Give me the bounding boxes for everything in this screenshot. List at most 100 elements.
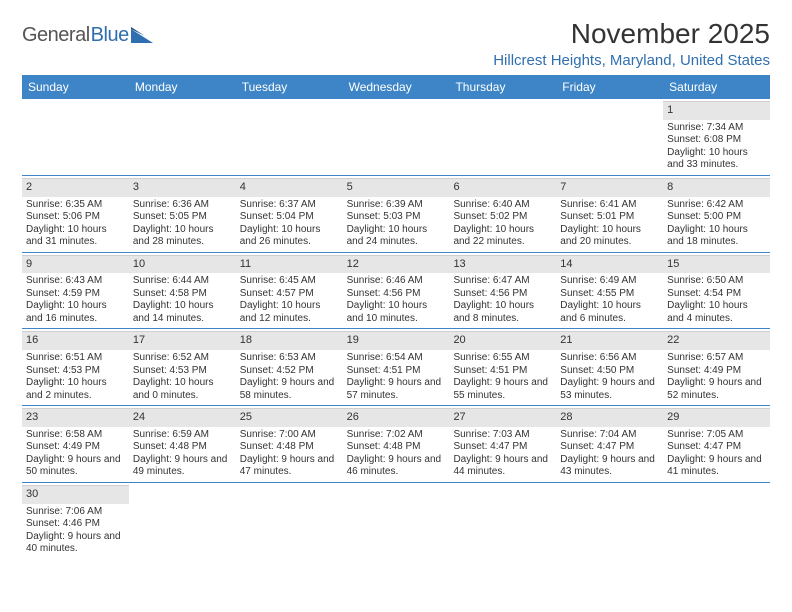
sunrise-text: Sunrise: 6:45 AM [240,275,339,288]
day-number: 18 [236,331,343,350]
day-number: 4 [236,178,343,197]
dow-saturday: Saturday [663,75,770,99]
day-info: Sunrise: 7:04 AMSunset: 4:47 PMDaylight:… [560,429,659,479]
calendar-grid: Sunday Monday Tuesday Wednesday Thursday… [22,75,770,559]
day-info: Sunrise: 6:45 AMSunset: 4:57 PMDaylight:… [240,275,339,325]
sunset-text: Sunset: 4:57 PM [240,288,339,301]
calendar-cell: 29 Sunrise: 7:05 AMSunset: 4:47 PMDayligh… [663,406,770,482]
sunrise-text: Sunrise: 6:49 AM [560,275,659,288]
calendar-cell-empty [236,483,343,559]
daylight-text: Daylight: 9 hours and 44 minutes. [453,454,552,479]
daylight-text: Daylight: 10 hours and 10 minutes. [347,300,446,325]
sunset-text: Sunset: 4:49 PM [667,365,766,378]
day-info: Sunrise: 7:02 AMSunset: 4:48 PMDaylight:… [347,429,446,479]
daylight-text: Daylight: 10 hours and 33 minutes. [667,147,766,172]
daylight-text: Daylight: 9 hours and 53 minutes. [560,377,659,402]
sunset-text: Sunset: 4:51 PM [347,365,446,378]
dow-sunday: Sunday [22,75,129,99]
sunset-text: Sunset: 5:00 PM [667,211,766,224]
sunrise-text: Sunrise: 6:53 AM [240,352,339,365]
sunrise-text: Sunrise: 6:46 AM [347,275,446,288]
sunset-text: Sunset: 4:48 PM [133,441,232,454]
day-number: 7 [556,178,663,197]
day-number: 9 [22,255,129,274]
brand-flag-icon [131,27,155,43]
week-row: 16Sunrise: 6:51 AMSunset: 4:53 PMDayligh… [22,329,770,406]
brand-part1: General [22,24,90,47]
dow-monday: Monday [129,75,236,99]
daylight-text: Daylight: 9 hours and 49 minutes. [133,454,232,479]
sunrise-text: Sunrise: 6:39 AM [347,199,446,212]
sunset-text: Sunset: 4:59 PM [26,288,125,301]
calendar-cell: 23Sunrise: 6:58 AMSunset: 4:49 PMDayligh… [22,406,129,482]
day-number: 27 [449,408,556,427]
calendar-cell: 25Sunrise: 7:00 AMSunset: 4:48 PMDayligh… [236,406,343,482]
sunset-text: Sunset: 4:58 PM [133,288,232,301]
calendar-cell: 1Sunrise: 7:34 AMSunset: 6:08 PMDaylight… [663,99,770,175]
daylight-text: Daylight: 9 hours and 50 minutes. [26,454,125,479]
calendar-cell-empty [129,483,236,559]
sunrise-text: Sunrise: 7:02 AM [347,429,446,442]
calendar-cell: 5Sunrise: 6:39 AMSunset: 5:03 PMDaylight… [343,176,450,252]
day-number: 1 [663,101,770,120]
day-number: 6 [449,178,556,197]
sunset-text: Sunset: 4:52 PM [240,365,339,378]
sunrise-text: Sunrise: 7:04 AM [560,429,659,442]
daylight-text: Daylight: 10 hours and 0 minutes. [133,377,232,402]
daylight-text: Daylight: 10 hours and 8 minutes. [453,300,552,325]
calendar-cell-empty [236,99,343,175]
day-number: 10 [129,255,236,274]
sunset-text: Sunset: 6:08 PM [667,134,766,147]
day-number: 25 [236,408,343,427]
location-subtitle: Hillcrest Heights, Maryland, United Stat… [493,52,770,69]
week-row: 9Sunrise: 6:43 AMSunset: 4:59 PMDaylight… [22,253,770,330]
day-number: 15 [663,255,770,274]
calendar-cell-empty [343,483,450,559]
calendar-cell: 20Sunrise: 6:55 AMSunset: 4:51 PMDayligh… [449,329,556,405]
day-info: Sunrise: 6:40 AMSunset: 5:02 PMDaylight:… [453,199,552,249]
calendar-cell-empty [449,483,556,559]
sunrise-text: Sunrise: 6:35 AM [26,199,125,212]
day-info: Sunrise: 6:56 AMSunset: 4:50 PMDaylight:… [560,352,659,402]
day-number: 8 [663,178,770,197]
sunrise-text: Sunrise: 6:55 AM [453,352,552,365]
week-row: 30Sunrise: 7:06 AMSunset: 4:46 PMDayligh… [22,483,770,559]
sunset-text: Sunset: 4:56 PM [347,288,446,301]
day-number: 13 [449,255,556,274]
sunset-text: Sunset: 5:02 PM [453,211,552,224]
calendar-cell-empty [129,99,236,175]
calendar-cell: 26Sunrise: 7:02 AMSunset: 4:48 PMDayligh… [343,406,450,482]
calendar-cell: 10Sunrise: 6:44 AMSunset: 4:58 PMDayligh… [129,253,236,329]
day-number: 29 [663,408,770,427]
daylight-text: Daylight: 10 hours and 28 minutes. [133,224,232,249]
sunrise-text: Sunrise: 6:57 AM [667,352,766,365]
daylight-text: Daylight: 10 hours and 26 minutes. [240,224,339,249]
daylight-text: Daylight: 10 hours and 18 minutes. [667,224,766,249]
sunrise-text: Sunrise: 6:54 AM [347,352,446,365]
dow-wednesday: Wednesday [343,75,450,99]
day-info: Sunrise: 6:57 AMSunset: 4:49 PMDaylight:… [667,352,766,402]
sunrise-text: Sunrise: 6:40 AM [453,199,552,212]
sunset-text: Sunset: 4:54 PM [667,288,766,301]
daylight-text: Daylight: 9 hours and 52 minutes. [667,377,766,402]
day-info: Sunrise: 7:05 AMSunset: 4:47 PMDaylight:… [667,429,766,479]
day-number: 23 [22,408,129,427]
calendar-cell: 8Sunrise: 6:42 AMSunset: 5:00 PMDaylight… [663,176,770,252]
day-number: 2 [22,178,129,197]
brand-logo: General Blue [22,24,155,47]
sunset-text: Sunset: 5:04 PM [240,211,339,224]
sunset-text: Sunset: 4:48 PM [347,441,446,454]
sunset-text: Sunset: 4:51 PM [453,365,552,378]
calendar-cell: 22Sunrise: 6:57 AMSunset: 4:49 PMDayligh… [663,329,770,405]
week-row: 2Sunrise: 6:35 AMSunset: 5:06 PMDaylight… [22,176,770,253]
sunset-text: Sunset: 4:53 PM [133,365,232,378]
sunrise-text: Sunrise: 6:43 AM [26,275,125,288]
daylight-text: Daylight: 10 hours and 24 minutes. [347,224,446,249]
calendar-cell: 7 Sunrise: 6:41 AMSunset: 5:01 PMDaylight… [556,176,663,252]
day-info: Sunrise: 6:52 AMSunset: 4:53 PMDaylight:… [133,352,232,402]
dow-tuesday: Tuesday [236,75,343,99]
day-info: Sunrise: 6:43 AMSunset: 4:59 PMDaylight:… [26,275,125,325]
day-info: Sunrise: 6:37 AMSunset: 5:04 PMDaylight:… [240,199,339,249]
calendar-cell: 6 Sunrise: 6:40 AMSunset: 5:02 PMDaylight… [449,176,556,252]
day-info: Sunrise: 6:41 AMSunset: 5:01 PMDaylight:… [560,199,659,249]
